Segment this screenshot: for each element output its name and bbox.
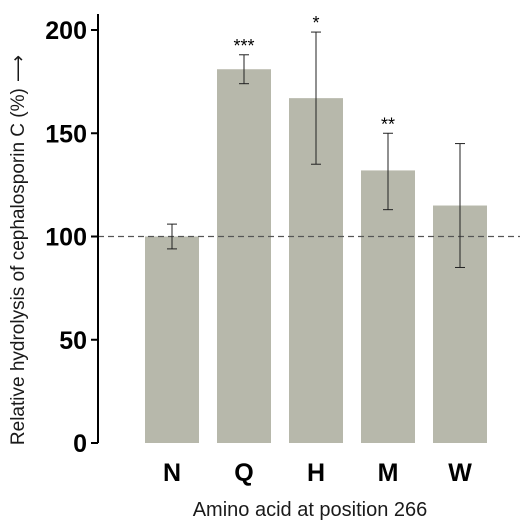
bar-M — [361, 170, 415, 444]
error-bar-Q — [239, 54, 249, 85]
significance-Q: *** — [233, 36, 254, 56]
y-tick-label-150: 150 — [45, 120, 87, 148]
bar-Q — [217, 69, 271, 444]
bar-N — [145, 236, 199, 443]
significance-M: ** — [381, 114, 395, 134]
x-tick-label-N: N — [163, 459, 181, 487]
error-bar-N — [167, 223, 177, 250]
significance-layer: ****** — [233, 13, 395, 134]
error-bars-layer — [167, 31, 465, 268]
y-tick-label-100: 100 — [45, 224, 87, 252]
y-axis-label: Relative hydrolysis of cephalosporin C (… — [8, 55, 29, 445]
y-tick-label-200: 200 — [45, 17, 87, 45]
x-tick-label-H: H — [307, 459, 325, 487]
significance-H: * — [312, 13, 319, 33]
x-tick-label-Q: Q — [234, 459, 253, 487]
x-tick-label-M: M — [378, 459, 399, 487]
x-axis-label: Amino acid at position 266 — [193, 499, 428, 521]
x-tick-label-W: W — [448, 459, 472, 487]
error-bar-H — [311, 31, 321, 165]
error-bar-M — [383, 132, 393, 211]
y-axis-label-arrow: ⟶ — [8, 55, 29, 82]
y-ticks-layer: 0 50 100 150 200 — [45, 17, 98, 458]
y-tick-label-50: 50 — [59, 327, 87, 355]
y-tick-label-0: 0 — [73, 430, 87, 458]
y-axis-label-text: Relative hydrolysis of cephalosporin C (… — [8, 88, 29, 445]
error-bar-W — [455, 143, 465, 268]
bars-layer — [145, 69, 487, 444]
